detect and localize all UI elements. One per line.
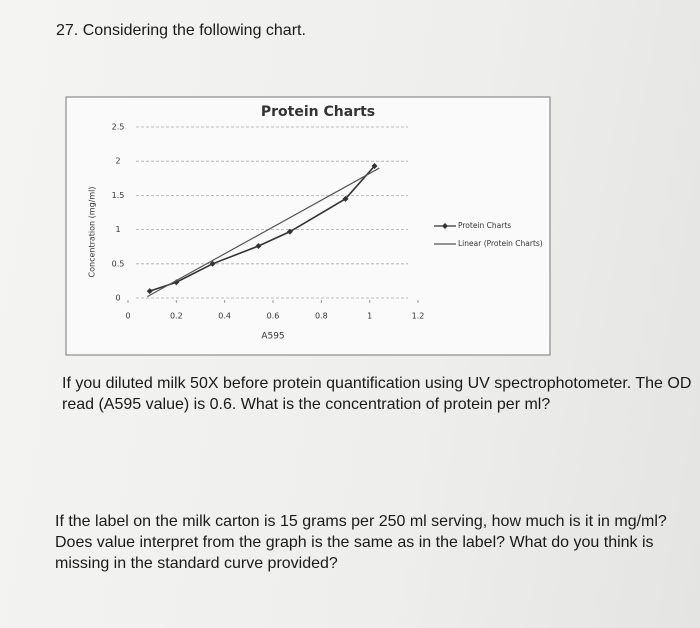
- x-tick-label: 1: [367, 312, 372, 321]
- x-tick-label: 1.2: [412, 312, 425, 321]
- chart-frame: [65, 96, 551, 356]
- y-tick-label: 0: [115, 294, 120, 303]
- x-tick-label: 0.4: [218, 312, 231, 321]
- question-1: If you diluted milk 50X before protein q…: [62, 375, 692, 413]
- y-tick-label: 1.5: [112, 191, 125, 200]
- x-axis-label: A595: [261, 332, 284, 342]
- y-tick-label: 2.5: [112, 123, 125, 132]
- y-axis-label: Concentration (mg/ml): [88, 187, 97, 278]
- chart-title: Protein Charts: [261, 104, 375, 120]
- x-tick-label: 0: [125, 312, 130, 321]
- y-tick-label: 1: [115, 225, 120, 234]
- series-line: [147, 167, 380, 298]
- x-tick-label: 0.2: [170, 312, 183, 321]
- legend-label: Linear (Protein Charts): [458, 239, 543, 248]
- x-tick-label: 0.6: [267, 312, 280, 321]
- data-point: [371, 162, 378, 169]
- question-header: 27. Considering the following chart.: [56, 22, 306, 39]
- y-tick-label: 2: [115, 157, 120, 166]
- data-point: [255, 243, 262, 250]
- y-tick-label: 0.5: [112, 259, 125, 268]
- x-tick-label: 0.8: [315, 312, 328, 321]
- data-point: [209, 260, 216, 267]
- data-point: [286, 228, 293, 235]
- question-2: If the label on the milk carton is 15 gr…: [55, 513, 667, 572]
- data-point: [342, 195, 349, 202]
- legend-marker: [442, 223, 448, 229]
- legend-label: Protein Charts: [458, 221, 511, 230]
- data-point: [146, 288, 153, 295]
